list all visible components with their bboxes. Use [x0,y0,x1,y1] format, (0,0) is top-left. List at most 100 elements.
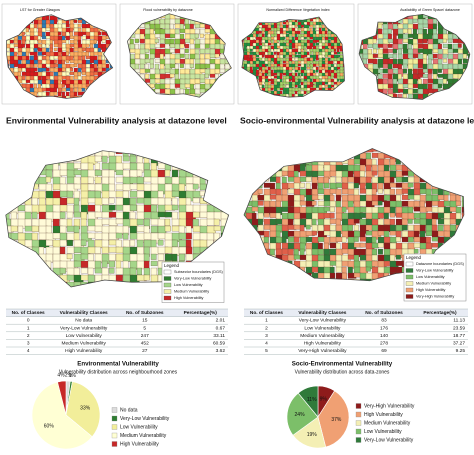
map-zone [276,87,281,91]
map-zone [288,285,296,293]
map-zone [407,224,414,231]
map-zone [77,75,82,80]
map-zone [300,291,307,299]
map-zone [10,150,18,160]
map-zone [206,169,215,176]
map-zone [5,274,12,282]
map-zone [318,135,323,142]
map-zone [80,211,88,220]
map-zone [227,162,229,169]
map-zone [342,141,348,146]
map-zone [281,266,289,273]
map-zone [31,162,39,170]
map-zone [206,239,214,251]
map-zone [443,170,452,180]
map-zone [305,224,311,230]
map-zone [49,23,54,28]
map-zone [297,72,301,76]
map-title: LST for Greater Glasgow [20,8,60,12]
map-zone [255,51,260,55]
map-zone [461,158,464,167]
map-zone [300,39,305,44]
map-zone [452,53,459,60]
map-zone [257,158,268,166]
map-zone [452,73,459,79]
map-zone [5,176,14,185]
map-zone [279,27,283,32]
map-zone [108,281,120,287]
map-zone [396,141,402,146]
map-zone [228,135,233,145]
map-zone [227,211,229,218]
map-zone [144,53,149,59]
map-zone [275,212,281,220]
map-zone [306,30,311,35]
map-zone [455,148,464,155]
map-zone [69,35,75,39]
map-zone [336,78,340,82]
map-zone [329,158,337,166]
map-zone [52,150,62,155]
map-zone [13,51,18,57]
map-zone [192,183,199,190]
map-zone [455,200,461,206]
map-zone [285,33,290,38]
map-zone [276,51,280,56]
map-zone [336,51,341,55]
map-zone [61,27,67,33]
map-zone [245,188,252,196]
map-zone [244,188,248,194]
map-zone [249,48,253,52]
map-zone [178,211,188,220]
map-zone [294,63,299,67]
map-zone [80,260,90,268]
map-zone [264,33,268,38]
map-zone [150,204,158,213]
map-zone [468,237,474,241]
map-zone [87,225,96,232]
map-zone [335,260,343,268]
map-zone [192,197,200,204]
map-zone [387,28,392,34]
map-zone [276,135,282,141]
map-zone [213,197,222,206]
map-zone [206,190,214,198]
map-zone [383,194,391,201]
right-heading: Socio-environmental Vulnerability analys… [240,115,474,125]
map-zone [397,53,403,59]
legend-item: Very-Low Vulnerability [416,269,454,273]
map-zone [102,135,110,145]
map-zone [382,43,388,50]
map-zone [468,207,474,213]
map-zone [455,212,462,220]
map-zone [89,71,95,76]
map-zone [275,188,282,196]
map-zone [95,289,101,297]
map-zone [108,274,117,283]
map-zone [299,148,307,150]
map-zone [275,278,283,281]
map-zone [67,289,75,299]
map-zone [309,39,313,44]
map-zone [137,142,145,149]
map-zone [383,188,391,195]
map-zone [264,291,273,298]
map-zone [261,54,265,58]
map-zone [194,73,201,79]
map-zone [300,75,304,79]
map-zone [213,183,225,190]
map-zone [263,152,270,158]
map-zone [468,159,474,166]
map-zone [143,155,150,164]
map-zone [244,266,246,272]
map-zone [442,48,449,55]
map-zone [244,224,249,232]
map-zone [165,135,175,142]
map-zone [303,45,307,49]
map-zone [53,289,61,297]
map-zone [378,291,385,297]
map-zone [287,170,295,178]
map-zone [270,42,274,46]
map-zone [318,75,323,79]
legend-swatch [405,261,414,267]
